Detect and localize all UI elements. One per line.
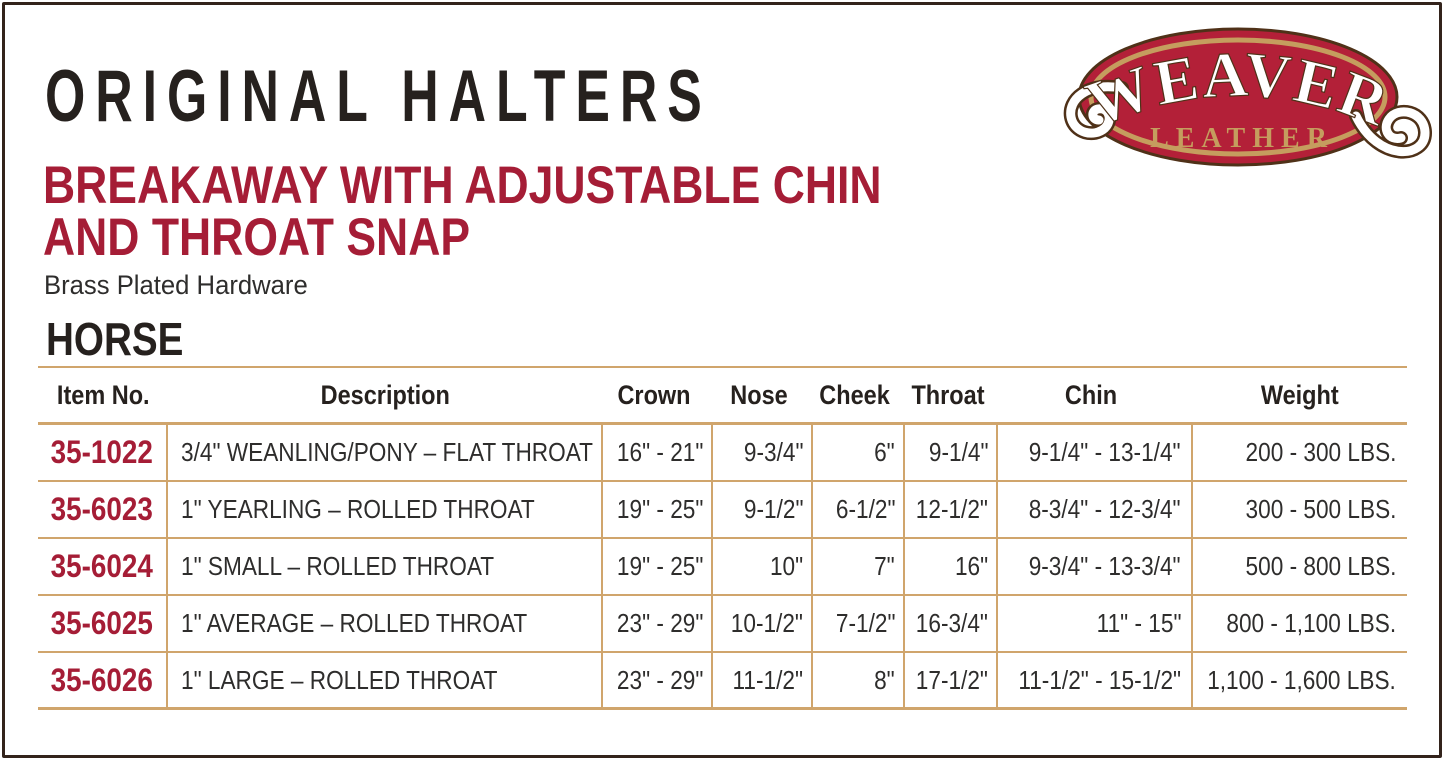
cell-nose: 11-1/2" [713,653,813,707]
cell-description: 1" YEARLING – ROLLED THROAT [168,482,603,537]
cell-weight: 300 - 500 LBS. [1245,494,1396,524]
cell-chin: 9-3/4" - 13-3/4" [998,539,1193,594]
cell-throat: 16" [905,539,998,594]
logo-leather-text: LEATHER [1150,123,1334,154]
cell-weight: 200 - 300 LBS. [1245,437,1396,467]
header-weight: Weight [1261,379,1339,410]
page-title: ORIGINAL HALTERS [45,56,712,137]
section-heading-horse: HORSE [46,313,184,365]
header-crown: Crown [617,379,691,410]
hardware-note: Brass Plated Hardware [44,270,308,300]
cell-chin: 9-1/4" - 13-1/4" [998,425,1193,480]
cell-weight: 500 - 800 LBS. [1245,551,1396,581]
cell-description: 1" LARGE – ROLLED THROAT [168,653,603,707]
cell-throat: 9-1/4" [905,425,998,480]
header-description: Description [320,379,451,410]
cell-cheek: 6-1/2" [813,482,905,537]
cell-description: 1" SMALL – ROLLED THROAT [168,539,603,594]
left-swash-icon [1063,79,1129,141]
cell-item-no: 35-6025 [38,596,168,651]
cell-chin: 11" - 15" [998,596,1193,651]
cell-cheek: 6" [813,425,905,480]
cell-item-no: 35-6024 [38,539,168,594]
weaver-leather-logo: WEAVER LEATHER [1063,27,1432,167]
cell-nose: 10" [713,539,813,594]
header-chin: Chin [1064,379,1117,410]
cell-crown: 23" - 29" [603,653,713,707]
cell-item-no: 35-6026 [38,653,168,707]
table-row: 35-6023 1" YEARLING – ROLLED THROAT 19" … [38,482,1407,539]
cell-weight: 1,100 - 1,600 LBS. [1207,664,1396,695]
cell-chin: 8-3/4" - 12-3/4" [998,482,1193,537]
logo-weaver-text: WEAVER [1077,38,1399,140]
subtitle-line-1: BREAKAWAY WITH ADJUSTABLE CHIN [43,156,882,215]
table-row: 35-1022 3/4" WEANLING/PONY – FLAT THROAT… [38,425,1407,482]
cell-throat: 12-1/2" [905,482,998,537]
header-item-no: Item No. [56,379,150,410]
spec-table: Item No. Description Crown Nose Cheek Th… [38,366,1407,710]
cell-crown: 19" - 25" [603,482,713,537]
subtitle-line-2: AND THROAT SNAP [43,208,471,268]
cell-item-no: 35-1022 [38,425,168,480]
cell-chin: 11-1/2" - 15-1/2" [998,653,1193,707]
right-swash-icon [1349,104,1432,159]
table-header-row: Item No. Description Crown Nose Cheek Th… [38,368,1407,425]
cell-weight: 800 - 1,100 LBS. [1226,608,1396,638]
page-subtitle: BREAKAWAY WITH ADJUSTABLE CHIN AND THROA… [43,156,882,268]
cell-nose: 9-3/4" [713,425,813,480]
logo-gold-ring [1088,37,1388,157]
cell-throat: 17-1/2" [905,653,998,707]
cell-nose: 9-1/2" [713,482,813,537]
table-row: 35-6026 1" LARGE – ROLLED THROAT 23" - 2… [38,653,1407,710]
cell-item-no: 35-6023 [38,482,168,537]
cell-description: 3/4" WEANLING/PONY – FLAT THROAT [168,425,603,480]
table-row: 35-6025 1" AVERAGE – ROLLED THROAT 23" -… [38,596,1407,653]
header-throat: Throat [910,379,985,410]
cell-cheek: 7-1/2" [813,596,905,651]
header-cheek: Cheek [819,379,891,410]
cell-crown: 19" - 25" [603,539,713,594]
table-row: 35-6024 1" SMALL – ROLLED THROAT 19" - 2… [38,539,1407,596]
cell-cheek: 7" [813,539,905,594]
cell-cheek: 8" [813,653,905,707]
header-nose: Nose [730,379,788,410]
cell-description: 1" AVERAGE – ROLLED THROAT [168,596,603,651]
cell-crown: 16" - 21" [603,425,713,480]
cell-throat: 16-3/4" [905,596,998,651]
cell-crown: 23" - 29" [603,596,713,651]
cell-nose: 10-1/2" [713,596,813,651]
